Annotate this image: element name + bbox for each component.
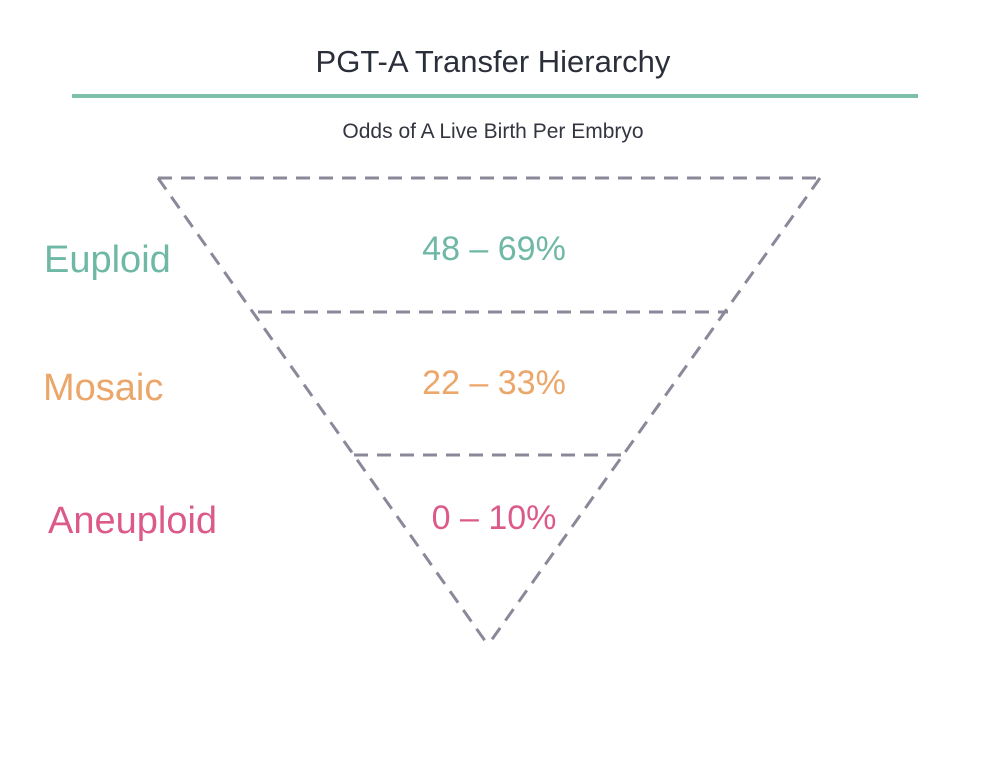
title-divider xyxy=(72,94,918,98)
funnel-right-edge xyxy=(486,177,822,646)
page-title: PGT-A Transfer Hierarchy xyxy=(315,44,671,79)
tier-label-mosaic: Mosaic xyxy=(43,367,164,409)
tier-value-euploid: 48 – 69% xyxy=(422,230,566,268)
funnel-left-edge xyxy=(156,177,490,646)
tier-value-aneuploid: 0 – 10% xyxy=(431,499,557,537)
tier-label-aneuploid: Aneuploid xyxy=(48,500,218,542)
tier-label-euploid: Euploid xyxy=(44,239,171,281)
subtitle: Odds of A Live Birth Per Embryo xyxy=(342,120,644,143)
tier-value-mosaic: 22 – 33% xyxy=(422,364,566,402)
